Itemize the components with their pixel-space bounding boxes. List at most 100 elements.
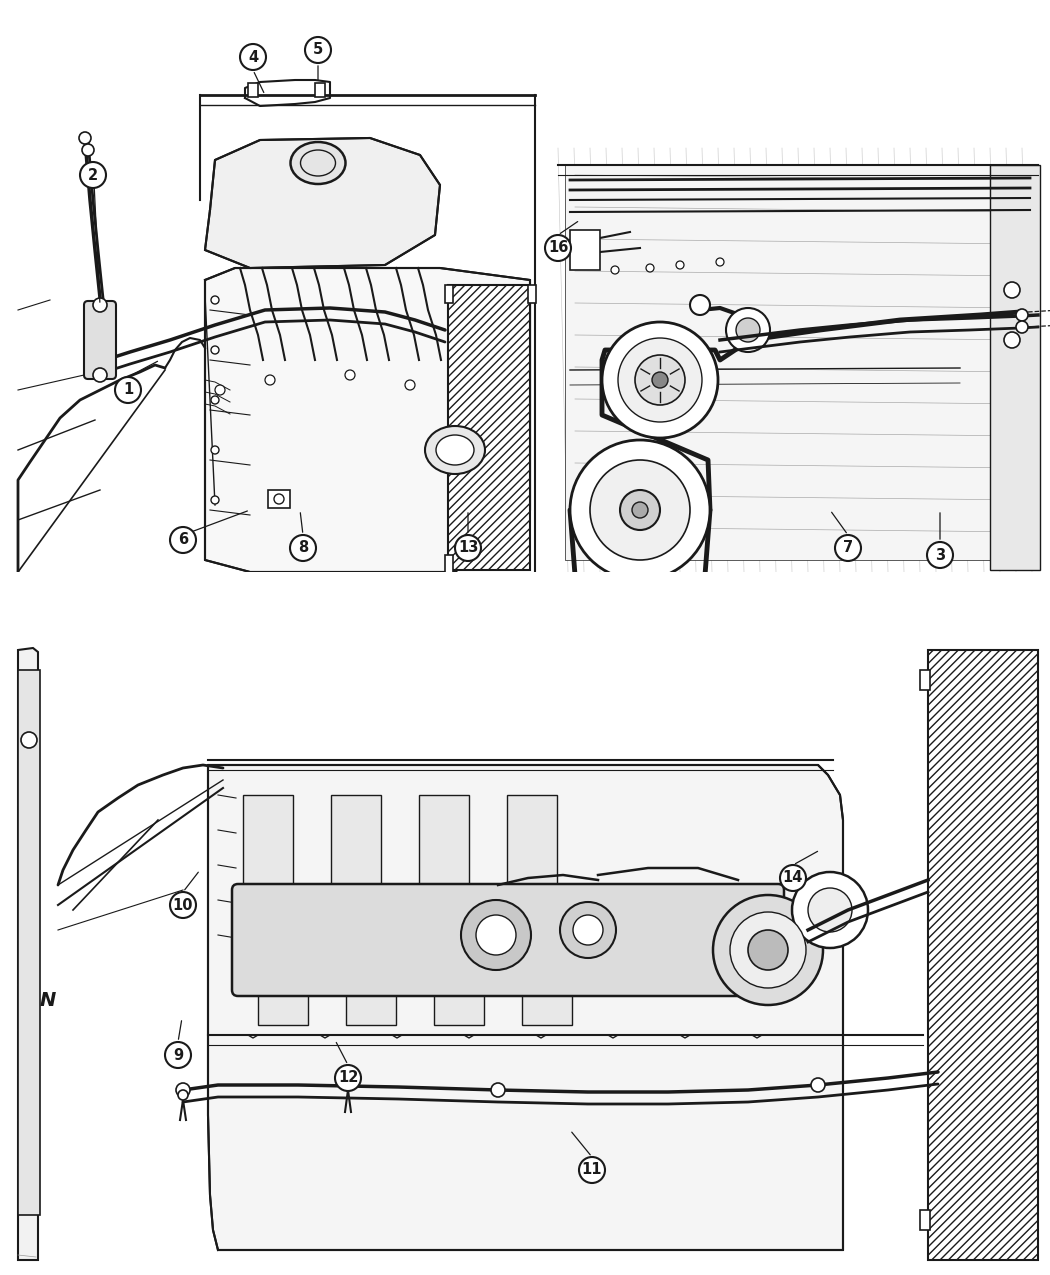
Bar — [928, 650, 1038, 1260]
Text: 8: 8 — [298, 541, 308, 556]
Circle shape — [165, 1042, 191, 1068]
Circle shape — [1004, 332, 1020, 348]
Bar — [448, 286, 530, 570]
Circle shape — [405, 380, 415, 390]
Bar — [434, 924, 484, 1025]
Circle shape — [79, 133, 91, 144]
Circle shape — [240, 45, 266, 70]
FancyBboxPatch shape — [232, 884, 784, 996]
Bar — [346, 924, 396, 1025]
Bar — [558, 148, 1038, 572]
Bar — [990, 164, 1040, 570]
Circle shape — [620, 490, 660, 530]
Circle shape — [93, 368, 107, 382]
Circle shape — [516, 306, 524, 314]
Circle shape — [116, 377, 141, 403]
Circle shape — [590, 460, 690, 560]
Circle shape — [1016, 309, 1028, 321]
Circle shape — [646, 264, 654, 272]
Text: 1: 1 — [123, 382, 133, 398]
Bar — [565, 164, 1025, 560]
Circle shape — [345, 370, 355, 380]
Circle shape — [579, 1156, 605, 1183]
FancyBboxPatch shape — [84, 301, 116, 379]
Circle shape — [343, 1080, 353, 1090]
Ellipse shape — [291, 142, 345, 184]
Text: 4: 4 — [248, 50, 258, 65]
Circle shape — [780, 864, 806, 891]
Text: 12: 12 — [338, 1071, 358, 1085]
Polygon shape — [18, 648, 38, 1260]
Circle shape — [516, 456, 524, 464]
Circle shape — [178, 1090, 188, 1100]
Circle shape — [82, 144, 94, 156]
Polygon shape — [208, 765, 843, 1250]
Text: 13: 13 — [458, 541, 478, 556]
Circle shape — [215, 385, 225, 395]
Text: 7: 7 — [843, 541, 853, 556]
Bar — [331, 796, 381, 915]
Polygon shape — [205, 268, 530, 572]
Circle shape — [632, 502, 648, 518]
Circle shape — [713, 895, 823, 1005]
Bar — [920, 1210, 930, 1230]
Circle shape — [545, 235, 571, 261]
Circle shape — [560, 901, 616, 958]
Circle shape — [652, 372, 668, 388]
Circle shape — [93, 298, 107, 312]
Bar — [0, 572, 1050, 622]
Circle shape — [835, 536, 861, 561]
Circle shape — [570, 440, 710, 580]
Circle shape — [274, 493, 284, 504]
Circle shape — [80, 162, 106, 187]
Ellipse shape — [436, 435, 474, 465]
Bar — [445, 286, 453, 303]
Text: 9: 9 — [173, 1048, 183, 1062]
Bar — [522, 924, 572, 1025]
Bar — [920, 669, 930, 690]
Circle shape — [690, 295, 710, 315]
Circle shape — [635, 354, 685, 405]
Text: 11: 11 — [582, 1163, 603, 1178]
Circle shape — [716, 258, 724, 266]
Circle shape — [516, 506, 524, 514]
Bar — [445, 555, 453, 572]
Circle shape — [927, 542, 953, 567]
Text: 3: 3 — [934, 547, 945, 562]
Bar — [570, 230, 600, 270]
Circle shape — [211, 296, 219, 303]
Bar — [243, 796, 293, 915]
Circle shape — [265, 375, 275, 385]
Circle shape — [304, 37, 331, 62]
Bar — [268, 490, 290, 507]
Text: 6: 6 — [177, 533, 188, 547]
Bar — [507, 796, 556, 915]
Circle shape — [491, 1082, 505, 1096]
Bar — [18, 18, 540, 572]
Circle shape — [211, 346, 219, 354]
Ellipse shape — [425, 426, 485, 474]
Circle shape — [573, 915, 603, 945]
Text: 16: 16 — [548, 241, 568, 255]
Bar — [315, 83, 326, 97]
Circle shape — [792, 872, 868, 949]
Circle shape — [808, 887, 852, 932]
Text: 14: 14 — [783, 871, 803, 886]
Circle shape — [211, 397, 219, 404]
Text: 10: 10 — [173, 898, 193, 913]
Circle shape — [516, 405, 524, 414]
Circle shape — [726, 309, 770, 352]
Circle shape — [1004, 282, 1020, 298]
Circle shape — [455, 536, 481, 561]
Circle shape — [21, 732, 37, 748]
Text: N: N — [40, 991, 57, 1010]
Circle shape — [170, 892, 196, 918]
Bar — [18, 620, 1038, 1260]
Circle shape — [516, 356, 524, 363]
Text: 5: 5 — [313, 42, 323, 57]
Circle shape — [476, 915, 516, 955]
Circle shape — [211, 446, 219, 454]
Circle shape — [211, 496, 219, 504]
Circle shape — [811, 1077, 825, 1091]
Circle shape — [1016, 321, 1028, 333]
